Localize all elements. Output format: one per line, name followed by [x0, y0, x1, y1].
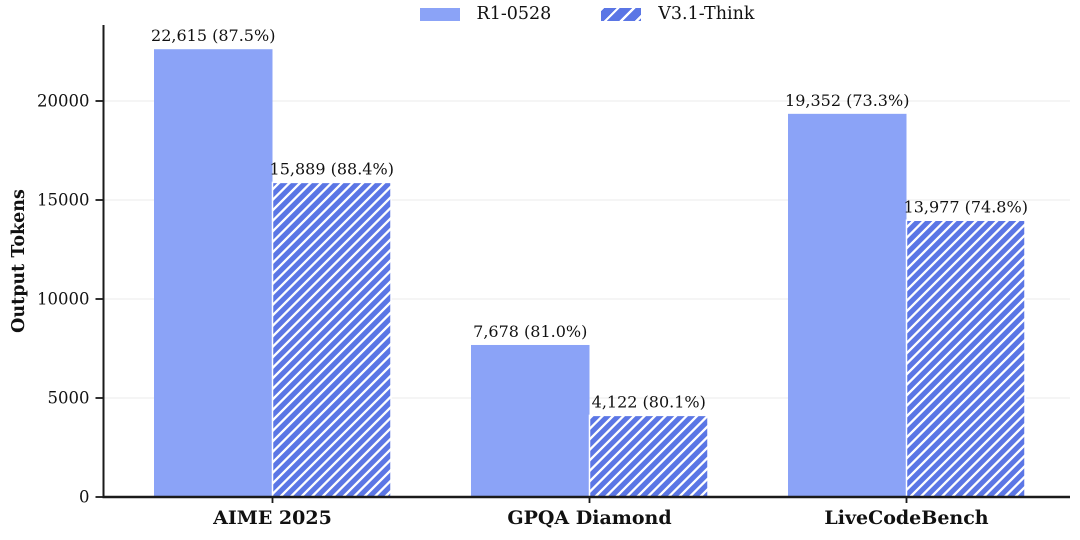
y-tick-label-10000: 10000 — [37, 290, 90, 309]
y-tick-label-20000: 20000 — [37, 92, 90, 111]
y-tick-label-0: 0 — [79, 488, 90, 507]
bar-r1-0528-gpqa-diamond — [471, 344, 590, 497]
chart-legend: R1-0528 V3.1-Think — [104, 0, 1070, 28]
legend-label-r1-0528: R1-0528 — [476, 4, 552, 24]
bar-r1-0528-livecodebench — [788, 113, 907, 498]
legend-swatch-v31-think — [601, 7, 642, 21]
y-axis-title: Output Tokens — [9, 189, 29, 333]
legend-item-r1-0528: R1-0528 — [419, 4, 552, 24]
y-tick-label-15000: 15000 — [37, 191, 90, 210]
bar-label-v3-1-think-livecodebench: 13,977 (74.8%) — [904, 197, 1028, 216]
x-label-gpqa-diamond: GPQA Diamond — [507, 507, 671, 529]
legend-swatch-r1-0528 — [419, 7, 460, 21]
bar-label-r1-0528-aime-2025: 22,615 (87.5%) — [151, 26, 275, 45]
bar-v3-1-think-livecodebench — [905, 219, 1026, 498]
bar-label-v3-1-think-gpqa-diamond: 4,122 (80.1%) — [592, 392, 706, 411]
legend-label-v31-think: V3.1-Think — [658, 4, 755, 24]
x-label-aime-2025: AIME 2025 — [212, 507, 332, 529]
legend-item-v31-think: V3.1-Think — [601, 4, 754, 24]
bar-label-v3-1-think-aime-2025: 15,889 (88.4%) — [270, 159, 394, 178]
y-tick-label-5000: 5000 — [48, 389, 90, 408]
bar-v3-1-think-gpqa-diamond — [588, 414, 709, 498]
bar-label-r1-0528-gpqa-diamond: 7,678 (81.0%) — [473, 322, 587, 341]
bar-v3-1-think-aime-2025 — [271, 181, 392, 498]
bar-label-r1-0528-livecodebench: 19,352 (73.3%) — [785, 91, 909, 110]
x-label-livecodebench: LiveCodeBench — [824, 507, 988, 529]
bar-r1-0528-aime-2025 — [154, 49, 273, 498]
